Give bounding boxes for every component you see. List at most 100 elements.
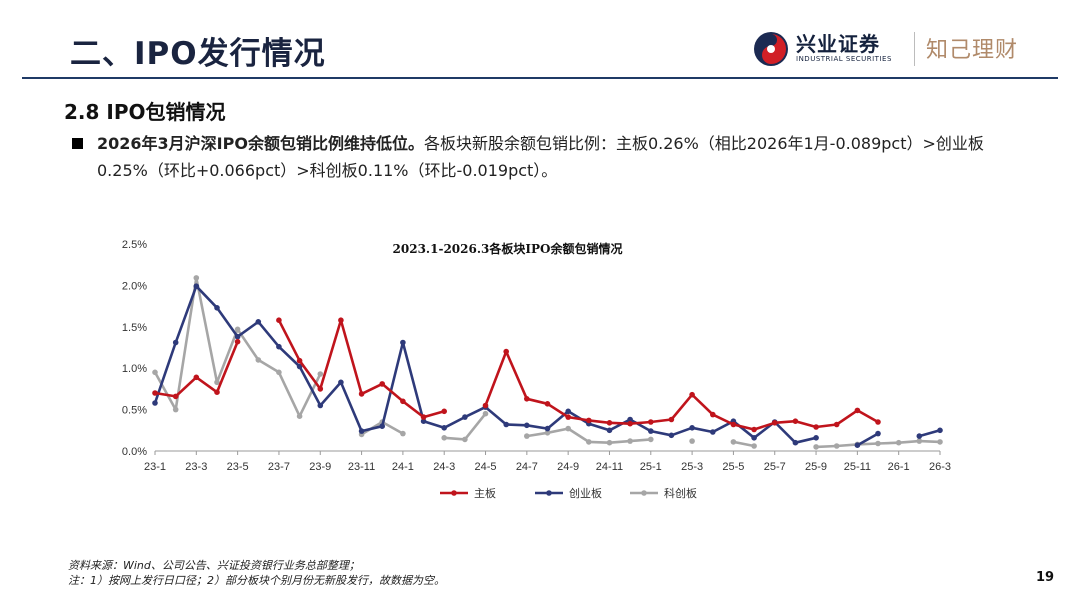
series-star-market-point xyxy=(193,275,200,281)
series-chinext-point xyxy=(792,439,799,446)
x-tick-label: 23-1 xyxy=(144,461,166,473)
series-star-market-point xyxy=(296,413,303,419)
series-star-market-point xyxy=(544,430,551,436)
x-tick-label: 23-9 xyxy=(309,461,331,473)
x-tick-label: 25-11 xyxy=(844,461,871,473)
y-tick-label: 0.5% xyxy=(122,405,147,417)
series-main-board-point xyxy=(751,426,757,433)
x-tick-label: 25-9 xyxy=(805,461,827,473)
series-main-board-point xyxy=(627,420,633,427)
section-title: 2.8 IPO包销情况 xyxy=(64,100,226,124)
series-star-market-point xyxy=(255,357,262,363)
x-tick-label: 24-3 xyxy=(433,461,455,473)
series-main-board-point xyxy=(854,407,861,414)
series-main-board-point xyxy=(338,317,344,323)
series-chinext-point xyxy=(441,425,448,431)
series-chinext-point xyxy=(524,422,530,429)
x-tick-label: 25-1 xyxy=(640,461,662,473)
series-chinext-point xyxy=(813,435,819,441)
series-main-board-point xyxy=(234,338,241,345)
x-tick-label: 23-11 xyxy=(348,461,375,473)
series-star-market-point xyxy=(875,440,881,447)
series-star-market-point xyxy=(627,438,633,444)
series-chinext-point xyxy=(420,418,427,424)
series-star-market-point xyxy=(689,438,695,444)
series-chinext-point xyxy=(710,429,716,435)
series-main-board-point xyxy=(544,401,551,407)
series-main-board-point xyxy=(606,420,613,426)
footer-note: 注：1）按网上发行日口径；2）部分板块个别月份无新股发行，故数据为空。 xyxy=(68,574,445,587)
series-main-board-point xyxy=(358,391,365,397)
series-chinext-point xyxy=(462,414,468,420)
series-chinext-line xyxy=(856,432,879,447)
series-main-board-point xyxy=(730,421,737,428)
y-tick-label: 1.5% xyxy=(122,322,147,334)
summary-lead: 2026年3月沪深IPO余额包销比例维持低位。 xyxy=(97,134,424,153)
series-star-market-point xyxy=(400,430,406,437)
series-star-market-point xyxy=(524,433,530,439)
series-main-board-point xyxy=(317,386,324,392)
series-chinext-point xyxy=(916,433,923,439)
title-divider xyxy=(22,77,1058,79)
logo-chinese-name: 兴业证券 xyxy=(796,32,880,56)
series-chinext-point xyxy=(338,379,344,386)
summary-detail: 各板块新股余额包销比例：主板0.26%（相比2026年1月-0.089pct）>… xyxy=(97,134,984,180)
x-tick-label: 25-7 xyxy=(764,461,786,473)
series-star-market-point xyxy=(317,371,324,377)
x-tick-label: 24-11 xyxy=(596,461,623,473)
series-chinext-point xyxy=(544,425,551,432)
series-main-board-point xyxy=(813,424,819,430)
series-main-board-point xyxy=(296,357,303,364)
series-chinext-point xyxy=(255,319,262,325)
series-main-board-point xyxy=(152,390,158,396)
series-chinext-point xyxy=(400,339,406,346)
series-main-board-point xyxy=(875,419,881,425)
series-star-market-point xyxy=(833,443,840,449)
brand-slogan: 知己理财 xyxy=(926,38,1019,63)
legend-main-board-label: 主板 xyxy=(474,486,496,500)
series-main-board-point xyxy=(441,408,448,415)
legend-chinext-label: 创业板 xyxy=(569,486,602,500)
series-star-market-point xyxy=(730,439,737,445)
series-main-board-point xyxy=(193,374,200,381)
y-tick-label: 2.0% xyxy=(122,280,147,292)
series-chinext-point xyxy=(379,423,386,429)
y-tick-label: 0.0% xyxy=(122,446,147,458)
series-star-market-point xyxy=(276,369,282,376)
legend-star-market-marker xyxy=(641,490,647,496)
page-number: 19 xyxy=(1036,570,1055,585)
series-chinext-point xyxy=(606,427,613,434)
logo-english-name: INDUSTRIAL SECURITIES xyxy=(796,55,892,63)
bullet-square-icon xyxy=(72,138,83,149)
series-star-market-point xyxy=(586,439,592,445)
series-main-board-point xyxy=(710,411,716,418)
series-main-board-point xyxy=(172,393,179,400)
x-tick-label: 26-3 xyxy=(929,461,951,473)
series-main-board-point xyxy=(586,417,592,424)
legend-star-market-label: 科创板 xyxy=(664,486,697,500)
series-main-board-point xyxy=(276,317,282,323)
chart-title: 2023.1-2026.3各板块IPO余额包销情况 xyxy=(393,241,623,256)
series-main-board-point xyxy=(420,414,427,420)
series-chinext-point xyxy=(751,435,757,441)
series-chinext-point xyxy=(172,339,179,346)
x-tick-label: 24-5 xyxy=(475,461,497,473)
series-main-board-point xyxy=(482,402,489,409)
series-main-board-point xyxy=(648,419,654,425)
series-chinext-line xyxy=(918,429,941,438)
series-star-market-point xyxy=(648,436,654,443)
series-main-board-point xyxy=(792,418,799,424)
series-chinext-point xyxy=(875,430,881,437)
footer-source: 资料来源：Wind、公司公告、兴证投资银行业务总部整理； xyxy=(68,559,360,572)
series-chinext-point xyxy=(214,305,220,311)
series-star-market-point xyxy=(916,438,923,444)
series-main-board-point xyxy=(524,396,530,402)
series-main-board-point xyxy=(689,391,695,398)
series-chinext-point xyxy=(503,421,510,428)
x-tick-label: 23-5 xyxy=(227,461,249,473)
series-chinext-point xyxy=(668,432,675,439)
x-tick-label: 24-1 xyxy=(392,461,414,473)
series-star-market-point xyxy=(462,436,468,443)
y-tick-label: 2.5% xyxy=(122,239,147,251)
series-star-market-line xyxy=(153,276,322,418)
